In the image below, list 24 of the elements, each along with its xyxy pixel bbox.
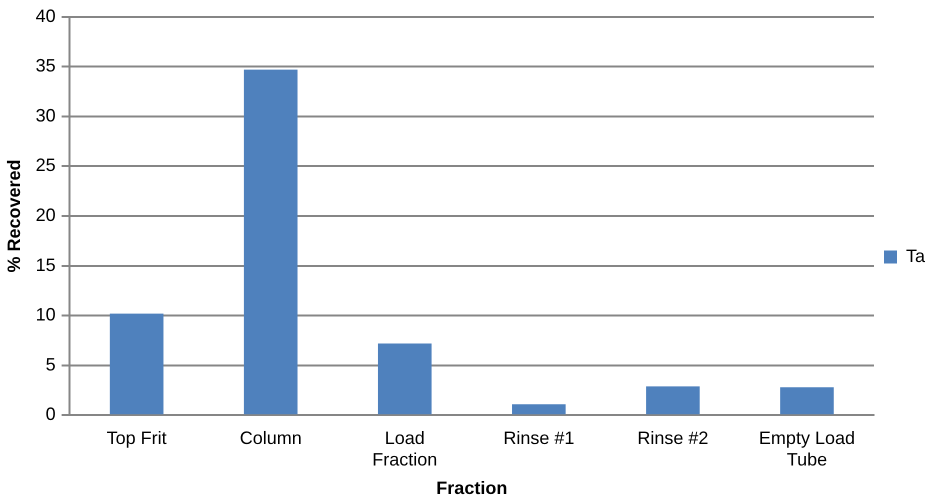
bar bbox=[780, 387, 834, 414]
bar bbox=[646, 386, 700, 414]
x-tick-label: Column bbox=[240, 428, 302, 448]
y-tick-label: 5 bbox=[46, 354, 56, 374]
y-tick-label: 25 bbox=[36, 155, 56, 176]
bar bbox=[378, 343, 432, 414]
x-tick-label: Rinse #1 bbox=[503, 428, 574, 448]
y-tick-label: 40 bbox=[36, 6, 56, 26]
y-tick-label: 15 bbox=[36, 254, 56, 275]
y-tick-label: 10 bbox=[36, 304, 56, 325]
x-axis-title: Fraction bbox=[436, 478, 508, 498]
bar bbox=[512, 404, 566, 414]
bar bbox=[110, 314, 164, 414]
y-tick-label: 30 bbox=[36, 105, 56, 126]
y-tick-label: 20 bbox=[36, 204, 56, 225]
x-tick-label: Top Frit bbox=[106, 428, 167, 448]
bar bbox=[244, 70, 298, 414]
y-tick-label: 35 bbox=[36, 56, 56, 76]
x-tick-label: Rinse #2 bbox=[637, 428, 708, 448]
y-tick-label: 0 bbox=[46, 404, 56, 424]
y-axis-title: % Recovered bbox=[4, 159, 24, 273]
x-tick-label: Empty Load Tube bbox=[758, 428, 855, 470]
legend-label: Ta bbox=[906, 246, 926, 266]
x-tick-label: Load Fraction bbox=[372, 428, 438, 470]
